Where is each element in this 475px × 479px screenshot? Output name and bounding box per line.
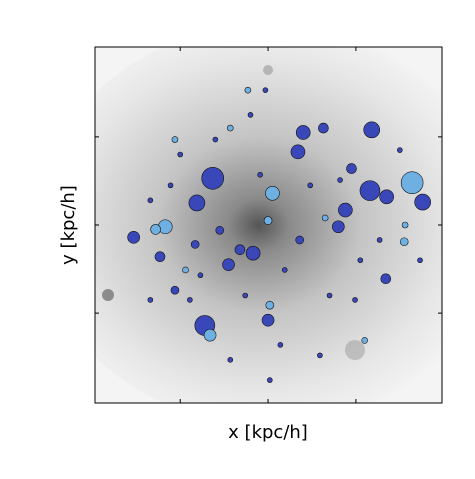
point — [154, 251, 166, 263]
point — [212, 136, 219, 143]
density-background — [95, 47, 442, 403]
point — [290, 144, 306, 160]
point — [226, 124, 234, 132]
point — [187, 297, 193, 303]
point — [265, 300, 275, 310]
point — [361, 337, 368, 344]
point — [267, 377, 273, 383]
point — [397, 147, 403, 153]
point — [171, 136, 179, 143]
point — [147, 197, 154, 204]
point — [247, 112, 254, 118]
point — [295, 125, 311, 140]
point — [357, 257, 364, 264]
point — [263, 216, 273, 225]
point — [245, 245, 261, 261]
point — [262, 87, 269, 93]
point — [147, 297, 154, 303]
point — [265, 185, 280, 201]
point — [242, 292, 249, 299]
point — [376, 237, 383, 243]
point — [295, 235, 304, 245]
point — [363, 121, 381, 139]
point — [201, 166, 225, 190]
point — [326, 292, 333, 299]
point — [417, 257, 423, 264]
point — [346, 163, 357, 174]
point — [332, 220, 345, 234]
point — [337, 177, 343, 183]
point — [257, 171, 263, 178]
point — [177, 151, 184, 158]
y-axis-label: y [kpc/h] — [58, 185, 79, 265]
point — [188, 194, 206, 212]
point — [400, 171, 424, 195]
point — [261, 313, 275, 327]
point — [170, 285, 180, 295]
point — [167, 182, 174, 189]
point — [127, 231, 140, 244]
point — [227, 357, 234, 363]
point — [215, 225, 225, 235]
point — [281, 267, 288, 273]
point — [401, 221, 409, 229]
point — [182, 266, 189, 274]
point — [307, 182, 314, 189]
point — [380, 273, 392, 285]
point — [203, 328, 217, 342]
point — [150, 224, 161, 235]
point — [277, 342, 284, 348]
point — [338, 202, 353, 218]
point — [317, 352, 323, 359]
point — [379, 189, 394, 205]
point — [244, 86, 252, 94]
point — [352, 297, 358, 303]
point — [190, 240, 200, 249]
point — [414, 193, 431, 211]
point — [222, 258, 235, 271]
point — [318, 122, 329, 134]
point — [359, 180, 381, 201]
point — [234, 244, 246, 255]
point — [321, 214, 329, 222]
point — [197, 272, 204, 279]
point — [399, 237, 409, 247]
x-axis-label: x [kpc/h] — [228, 422, 308, 443]
